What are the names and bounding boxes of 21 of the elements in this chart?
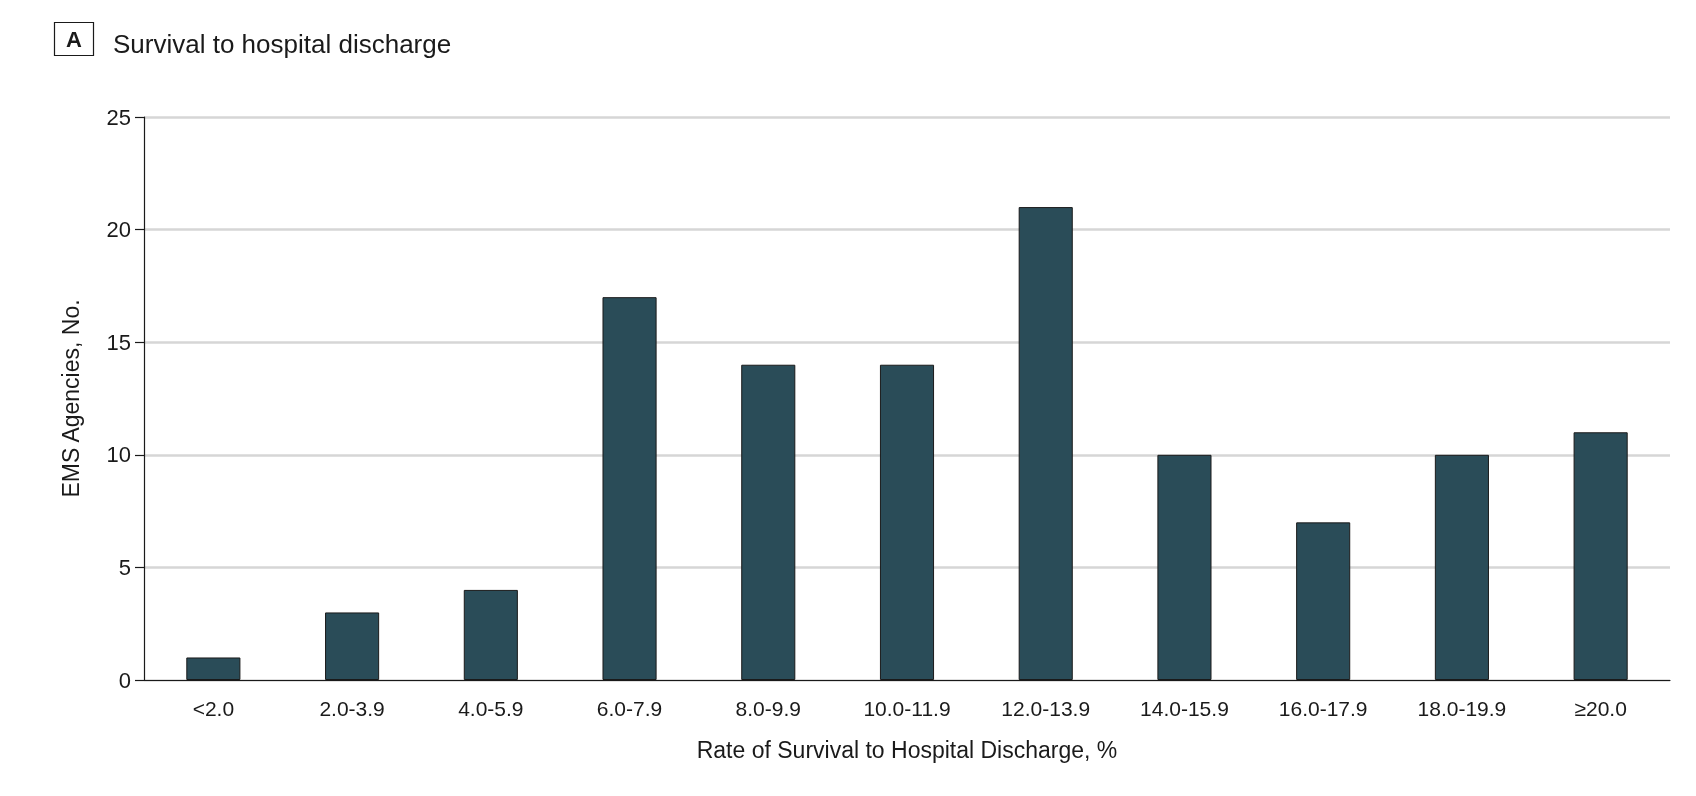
chart-title: Survival to hospital discharge — [113, 29, 452, 59]
x-tick-label: <2.0 — [192, 697, 235, 720]
x-tick-label: 2.0-3.9 — [319, 697, 385, 720]
y-tick-label: 5 — [118, 554, 131, 580]
x-tick-label: 6.0-7.9 — [596, 697, 663, 720]
x-tick-label: 8.0-9.9 — [735, 697, 801, 720]
x-tick-label: 14.0-15.9 — [1140, 697, 1229, 720]
x-tick-label: 18.0-19.9 — [1417, 697, 1507, 720]
y-axis-title: EMS Agencies, No. — [57, 299, 84, 498]
y-tick-label: 25 — [106, 104, 131, 130]
x-tick-label: ≥20.0 — [1574, 697, 1627, 720]
x-tick-label: 12.0-13.9 — [1001, 697, 1091, 720]
x-tick-label: 4.0-5.9 — [458, 697, 524, 720]
x-axis-title: Rate of Survival to Hospital Discharge, % — [696, 736, 1118, 763]
y-tick-label: 0 — [118, 667, 131, 693]
x-tick-label: 10.0-11.9 — [863, 697, 951, 720]
y-tick-label: 10 — [106, 442, 131, 468]
text: A — [66, 26, 82, 52]
y-tick-label: 20 — [106, 217, 131, 243]
x-tick-label: 16.0-17.9 — [1278, 697, 1368, 720]
y-tick-label: 15 — [106, 329, 131, 355]
